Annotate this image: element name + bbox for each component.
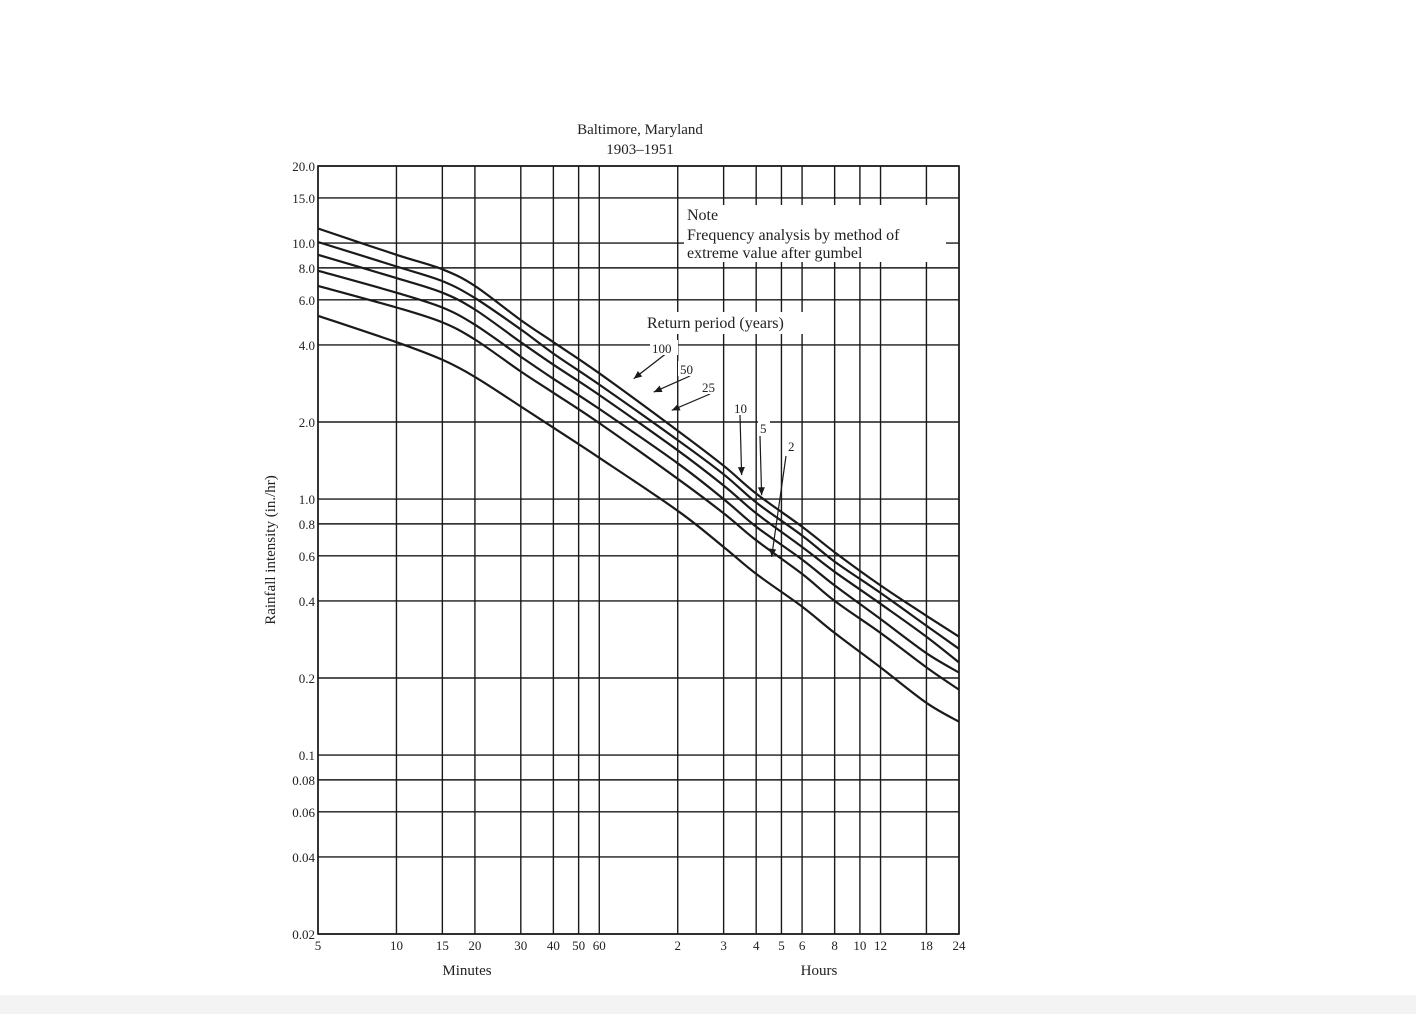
series-label-10: 10 [734, 401, 747, 416]
note-box-mask [684, 205, 946, 262]
series-label-50: 50 [680, 362, 693, 377]
legend-title-mask [644, 312, 818, 334]
series-label-mask [786, 438, 798, 453]
y-tick-label: 0.08 [292, 773, 315, 788]
x-tick-label: 8 [831, 938, 838, 953]
series-label-mask [732, 400, 752, 415]
y-axis-label: Rainfall intensity (in./hr) [263, 475, 279, 625]
y-tick-label: 0.06 [292, 805, 315, 820]
y-tick-label: 0.02 [292, 927, 315, 942]
leader-arrow-10 [737, 467, 745, 476]
y-tick-label: 0.1 [299, 748, 315, 763]
y-tick-label: 20.0 [292, 159, 315, 174]
y-tick-label: 0.2 [299, 671, 315, 686]
gridlines [317, 165, 960, 935]
series-label-mask [650, 340, 678, 355]
series-label-leaders: 100 50 25 10 5 2 [633, 340, 798, 558]
series-line-10 [317, 269, 960, 674]
x-tick-label: 4 [753, 938, 760, 953]
leader-arrow-25 [671, 404, 681, 411]
x-tick-label: 10 [390, 938, 403, 953]
y-tick-label: 4.0 [299, 338, 315, 353]
y-tick-label: 2.0 [299, 415, 315, 430]
y-tick-label: 0.04 [292, 850, 315, 865]
y-tick-label: 15.0 [292, 191, 315, 206]
leader-arrow-2 [769, 548, 777, 557]
leader-arrow-5 [757, 487, 765, 496]
y-tick-label: 10.0 [292, 236, 315, 251]
y-tick-label: 0.6 [299, 549, 316, 564]
series-label-5: 5 [760, 421, 767, 436]
x-tick-label: 3 [720, 938, 727, 953]
leader-line-5 [759, 435, 763, 496]
note-line-2: extreme value after gumbel [687, 245, 863, 262]
x-tick-label: 5 [315, 938, 322, 953]
x-tick-label: 12 [874, 938, 887, 953]
series-line-25 [317, 253, 960, 664]
series-label-2: 2 [788, 439, 795, 454]
series-line-5 [317, 284, 960, 691]
legend-title: Return period (years) [647, 315, 784, 332]
series-line-50 [317, 240, 960, 650]
y-tick-labels: 20.0 15.0 10.0 8.0 6.0 4.0 2.0 1.0 0.8 0.6 0.4 0.2 0… [292, 159, 315, 942]
x-tick-label: 15 [436, 938, 449, 953]
y-tick-label: 0.4 [299, 594, 316, 609]
x-tick-label: 40 [547, 938, 560, 953]
x-tick-label: 18 [920, 938, 933, 953]
x-tick-labels: 5 10 15 20 30 40 50 60 2 3 4 5 6 8 10 12 18 24 [315, 938, 966, 953]
x-tick-label: 30 [514, 938, 527, 953]
series-curves [317, 227, 960, 723]
x-tick-label: 20 [468, 938, 481, 953]
x-tick-label: 6 [799, 938, 806, 953]
x-tick-label: 60 [593, 938, 606, 953]
plot-frame [317, 165, 960, 935]
note-heading: Note [687, 207, 718, 224]
x-axis-label-minutes: Minutes [442, 963, 491, 979]
leader-arrow-50 [653, 385, 663, 393]
y-tick-label: 8.0 [299, 261, 315, 276]
series-label-mask [758, 420, 770, 435]
leader-arrow-100 [633, 371, 643, 379]
series-label-mask [678, 361, 698, 376]
x-tick-label: 50 [572, 938, 585, 953]
x-tick-label: 24 [953, 938, 967, 953]
x-axis-label-hours: Hours [801, 963, 838, 979]
y-tick-label: 1.0 [299, 492, 315, 507]
chart-title: Baltimore, Maryland [577, 122, 703, 138]
x-tick-label: 5 [778, 938, 785, 953]
y-tick-label: 0.8 [299, 517, 315, 532]
y-tick-label: 6.0 [299, 293, 315, 308]
series-label-mask [700, 379, 720, 394]
x-tick-label: 10 [853, 938, 866, 953]
series-label-25: 25 [702, 380, 715, 395]
leader-line-10 [739, 414, 743, 476]
series-line-100 [317, 227, 960, 638]
chart-subtitle: 1903–1951 [606, 142, 674, 158]
leader-line-2 [771, 455, 787, 558]
bottom-bar [0, 995, 1416, 1014]
x-tick-label: 2 [674, 938, 681, 953]
series-label-100: 100 [652, 341, 672, 356]
series-line-2 [317, 314, 960, 723]
note-line-1: Frequency analysis by method of [687, 227, 900, 244]
